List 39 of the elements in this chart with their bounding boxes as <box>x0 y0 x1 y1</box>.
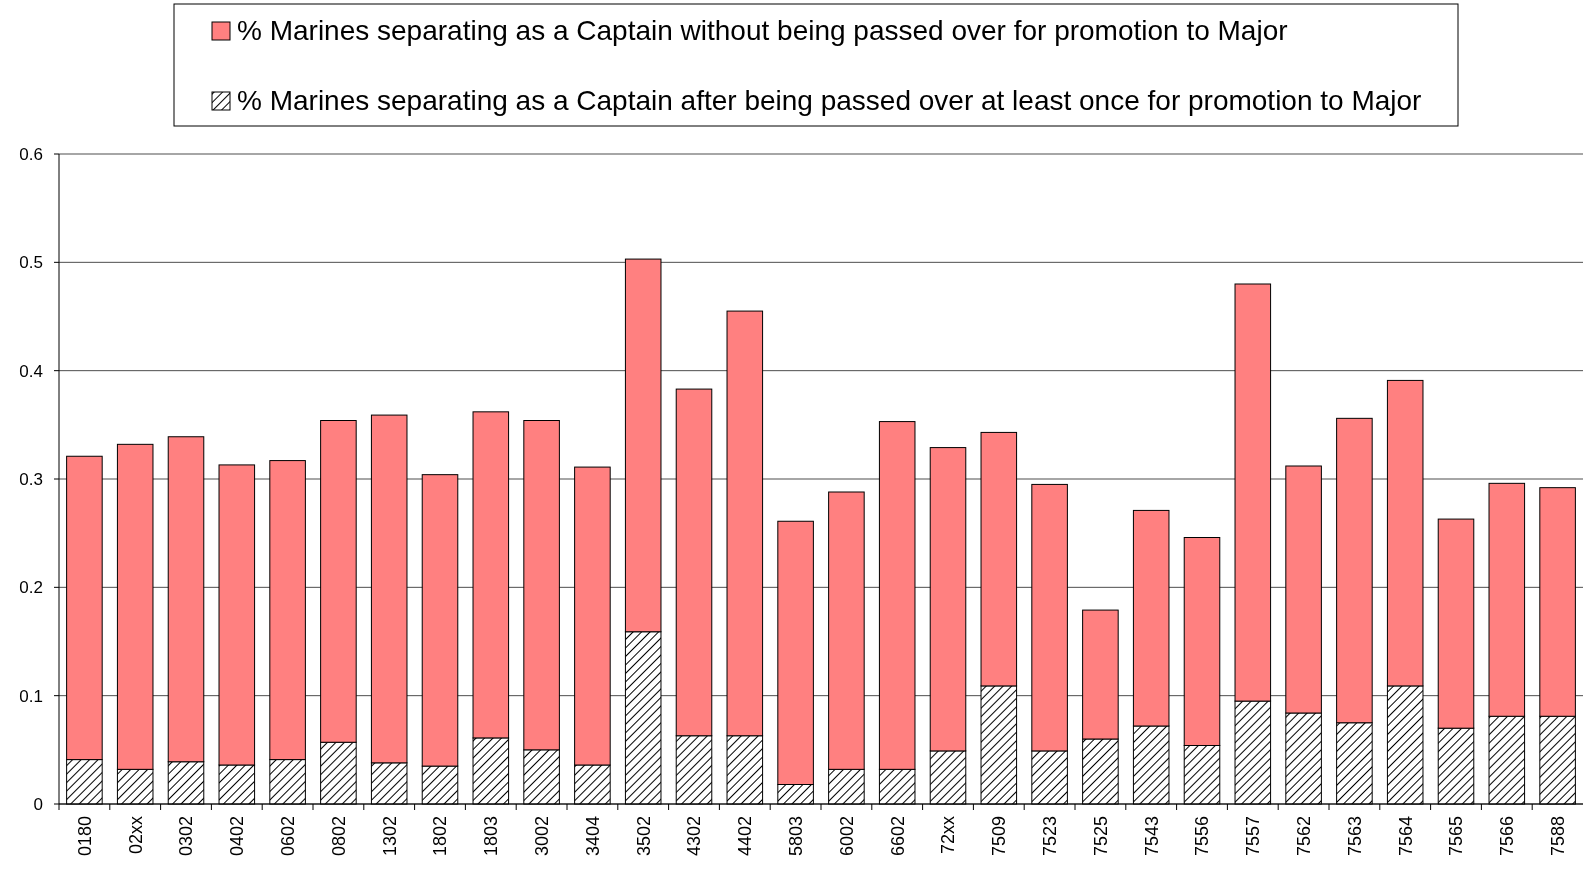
x-tick-label: 3502 <box>633 816 654 857</box>
y-tick-label: 0 <box>33 794 43 814</box>
x-tick-label: 0802 <box>328 816 349 857</box>
x-tick-label: 0302 <box>176 816 197 857</box>
x-tick-label: 02xx <box>125 816 146 855</box>
x-tick-label: 3404 <box>582 816 603 857</box>
x-tick-label: 7556 <box>1192 816 1213 857</box>
x-tick-label: 1302 <box>379 816 400 857</box>
x-tick-label: 4302 <box>684 816 705 857</box>
x-tick-label: 7509 <box>989 816 1010 857</box>
x-tick-label: 6002 <box>836 816 857 857</box>
legend-label: % Marines separating as a Captain without being passed over for promotion to Major <box>237 15 1288 46</box>
x-tick-label: 5803 <box>785 816 806 857</box>
x-tick-label: 7543 <box>1141 816 1162 857</box>
x-tick-label: 0602 <box>277 816 298 857</box>
x-tick-label: 1803 <box>481 816 502 857</box>
y-tick-label: 0.1 <box>19 686 43 706</box>
y-tick-label: 0.4 <box>19 361 43 381</box>
y-tick-label: 0.6 <box>19 144 43 164</box>
y-tick-label: 0.2 <box>19 578 43 598</box>
x-tick-label: 7562 <box>1293 816 1314 857</box>
x-tick-label: 7565 <box>1446 816 1467 857</box>
y-tick-label: 0.3 <box>19 469 43 489</box>
x-tick-label: 7557 <box>1243 816 1264 857</box>
legend-label: % Marines separating as a Captain after being passed over at least once for promotion to Major <box>237 85 1422 116</box>
x-tick-label: 7563 <box>1344 816 1365 857</box>
x-tick-label: 0180 <box>74 816 95 857</box>
x-tick-label: 7588 <box>1547 816 1568 857</box>
x-tick-label: 7525 <box>1090 816 1111 857</box>
x-tick-label: 0402 <box>227 816 248 857</box>
x-tick-label: 3002 <box>531 816 552 857</box>
y-tick-label: 0.5 <box>19 253 43 273</box>
x-tick-label: 7564 <box>1395 816 1416 857</box>
x-tick-label: 4402 <box>735 816 756 857</box>
x-tick-label: 72xx <box>938 816 959 855</box>
x-tick-label: 6602 <box>887 816 908 857</box>
x-tick-label: 1802 <box>430 816 451 857</box>
x-tick-label: 7566 <box>1497 816 1518 857</box>
x-tick-label: 7523 <box>1039 816 1060 857</box>
